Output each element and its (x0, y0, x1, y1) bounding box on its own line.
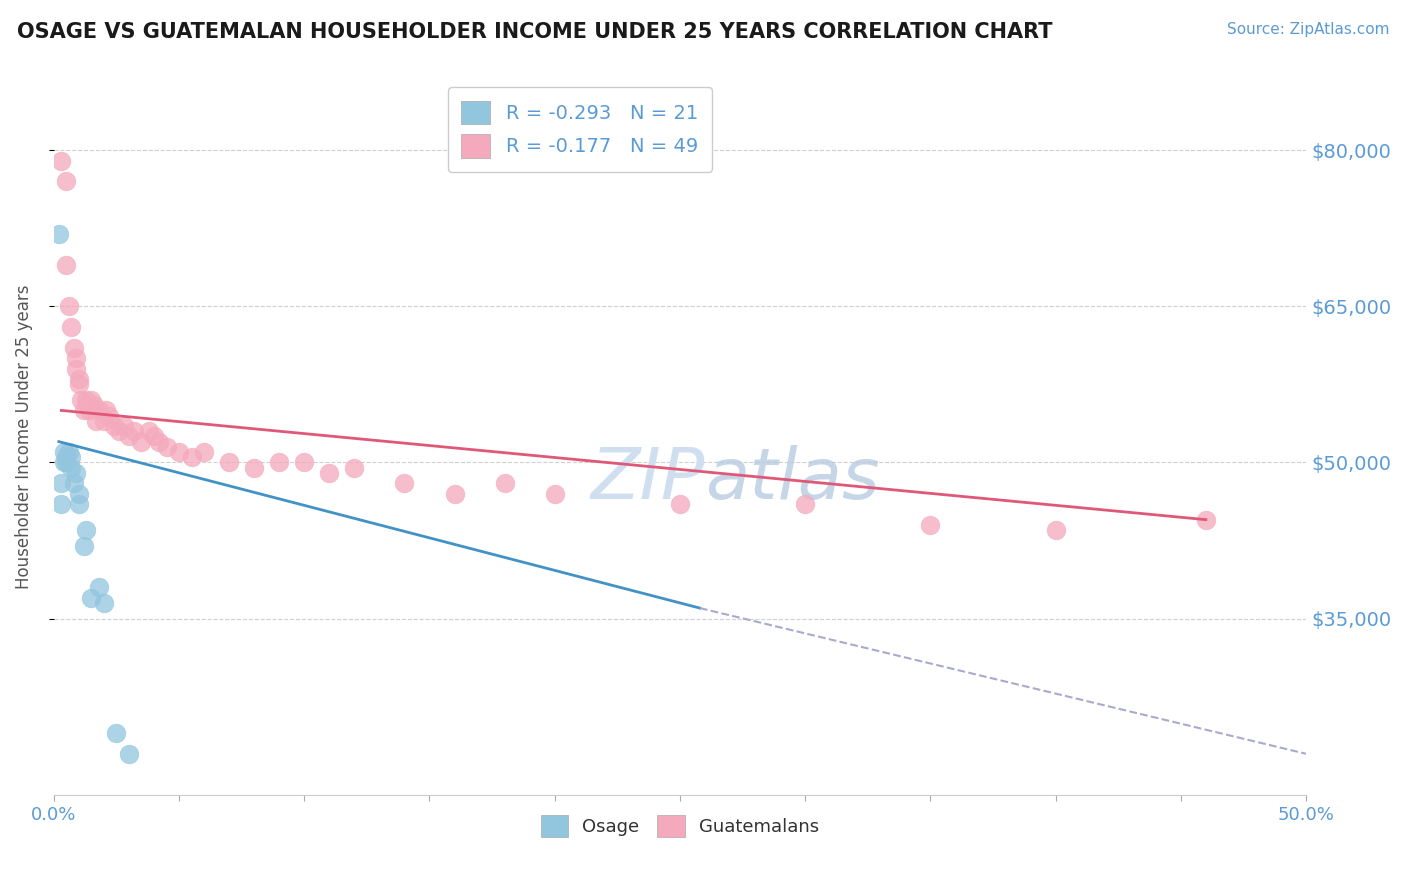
Point (443, 486, 465, 500)
Point (167, 445, 190, 459)
Point (60, 450, 83, 465)
Point (63, 476, 86, 491)
Point (292, 455, 315, 469)
Point (108, 424, 131, 438)
Point (218, 455, 240, 469)
Point (58, 445, 80, 459)
Point (86, 414, 108, 428)
Text: Source: ZipAtlas.com: Source: ZipAtlas.com (1226, 22, 1389, 37)
Point (920, 517, 942, 532)
Point (70, 392, 93, 407)
Point (75, 392, 97, 407)
Point (77, 403, 100, 417)
Point (87, 403, 110, 417)
Point (103, 419, 125, 434)
Point (97, 409, 120, 423)
Point (93, 414, 115, 428)
Text: OSAGE VS GUATEMALAN HOUSEHOLDER INCOME UNDER 25 YEARS CORRELATION CHART: OSAGE VS GUATEMALAN HOUSEHOLDER INCOME U… (17, 22, 1052, 42)
Point (51, 497, 73, 511)
Point (67, 377, 90, 392)
Point (122, 424, 145, 438)
Point (73, 403, 96, 417)
Point (67, 486, 90, 500)
Point (52, 455, 75, 469)
Point (67, 372, 90, 386)
Point (155, 440, 177, 454)
Point (180, 450, 202, 465)
Point (243, 460, 266, 475)
Point (112, 419, 135, 434)
Point (58, 299, 80, 313)
Point (96, 403, 118, 417)
Point (51, 153, 73, 168)
Point (55, 455, 77, 469)
Point (63, 341, 86, 355)
Point (65, 466, 87, 480)
Text: atlas: atlas (704, 445, 880, 514)
Point (1195, 513, 1218, 527)
Point (48, 227, 70, 241)
Point (73, 539, 96, 553)
Point (87, 580, 110, 594)
Point (60, 460, 83, 475)
Point (55, 174, 77, 188)
Text: ZIP: ZIP (591, 445, 704, 514)
Point (343, 460, 366, 475)
Point (80, 591, 103, 605)
Point (67, 497, 90, 511)
Point (138, 424, 160, 438)
Point (75, 523, 97, 537)
Point (118, 429, 141, 443)
Point (193, 445, 215, 459)
Point (105, 726, 128, 740)
Point (494, 476, 516, 491)
Point (83, 398, 105, 412)
Point (60, 320, 83, 334)
Point (52, 445, 75, 459)
Point (394, 476, 416, 491)
Point (93, 596, 115, 610)
Point (669, 497, 692, 511)
Point (118, 747, 141, 761)
Y-axis label: Householder Income Under 25 years: Householder Income Under 25 years (15, 285, 32, 589)
Point (131, 434, 153, 449)
Point (55, 258, 77, 272)
Point (269, 455, 291, 469)
Point (65, 351, 87, 366)
Point (1045, 523, 1067, 537)
Point (55, 450, 77, 465)
Point (51, 476, 73, 491)
Point (65, 361, 87, 376)
Legend: Osage, Guatemalans: Osage, Guatemalans (533, 807, 827, 844)
Point (143, 429, 166, 443)
Point (148, 434, 170, 449)
Point (794, 497, 817, 511)
Point (318, 466, 340, 480)
Point (544, 486, 567, 500)
Point (80, 392, 103, 407)
